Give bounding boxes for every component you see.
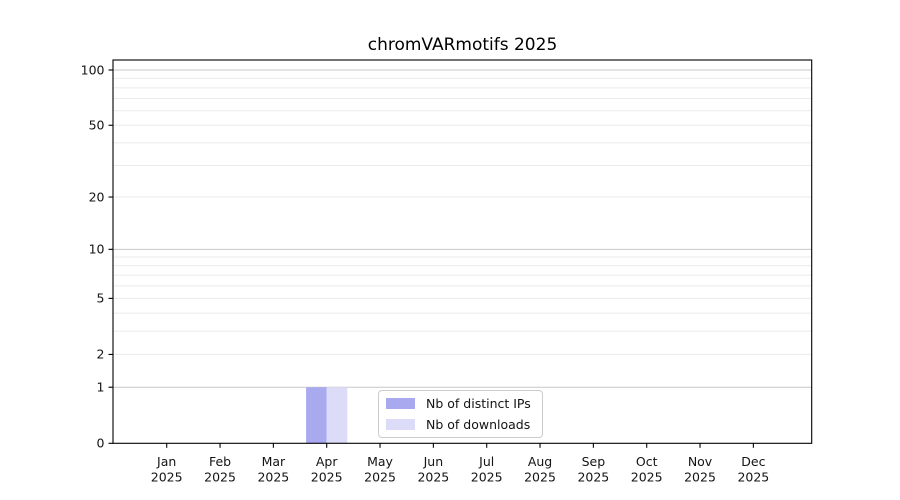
x-tick-label-month: Jul <box>478 454 494 469</box>
y-tick-label: 50 <box>89 118 105 133</box>
y-tick-label: 100 <box>81 62 105 77</box>
x-tick-label-year: 2025 <box>417 469 449 484</box>
y-tick-label: 2 <box>97 347 105 362</box>
x-tick-label-month: Jan <box>156 454 176 469</box>
x-tick-label-month: Jun <box>423 454 444 469</box>
legend-label-downloads: Nb of downloads <box>426 416 531 432</box>
x-tick-label-month: Nov <box>688 454 713 469</box>
x-tick-label-year: 2025 <box>257 469 289 484</box>
legend-item-distinct-ips: Nb of distinct IPs <box>386 396 535 412</box>
x-tick-label-year: 2025 <box>577 469 609 484</box>
x-tick-label-month: Oct <box>636 454 658 469</box>
x-tick-label-month: Feb <box>209 454 231 469</box>
x-tick-label-month: Dec <box>741 454 765 469</box>
chart-title: chromVARmotifs 2025 <box>367 35 558 55</box>
y-tick-label: 1 <box>97 380 105 395</box>
y-tick-label: 5 <box>97 291 105 306</box>
x-tick-label-month: May <box>367 454 393 469</box>
x-tick-label-month: Apr <box>316 454 338 469</box>
x-tick-label-year: 2025 <box>204 469 236 484</box>
y-tick-label: 0 <box>97 436 105 451</box>
legend-swatch-downloads <box>386 419 415 430</box>
plot-border <box>112 59 813 444</box>
bar-apr-nb-of-downloads <box>326 387 348 444</box>
legend-label-distinct-ips: Nb of distinct IPs <box>426 395 531 411</box>
bar-apr-nb-of-distinct-ips <box>306 387 327 444</box>
legend: Nb of distinct IPs Nb of downloads <box>378 390 543 438</box>
y-tick-label: 20 <box>89 189 105 204</box>
x-tick-label-month: Mar <box>262 454 286 469</box>
legend-swatch-distinct-ips <box>386 398 415 409</box>
x-tick-label-year: 2025 <box>684 469 716 484</box>
x-tick-label-month: Aug <box>528 454 552 469</box>
x-tick-label-year: 2025 <box>471 469 503 484</box>
x-tick-label-year: 2025 <box>737 469 769 484</box>
x-tick-label-month: Sep <box>582 454 606 469</box>
x-tick-label-year: 2025 <box>631 469 663 484</box>
x-tick-label-year: 2025 <box>311 469 343 484</box>
x-tick-label-year: 2025 <box>151 469 183 484</box>
y-tick-label: 10 <box>89 242 105 257</box>
x-tick-label-year: 2025 <box>364 469 396 484</box>
legend-item-downloads: Nb of downloads <box>386 417 535 433</box>
x-tick-label-year: 2025 <box>524 469 556 484</box>
